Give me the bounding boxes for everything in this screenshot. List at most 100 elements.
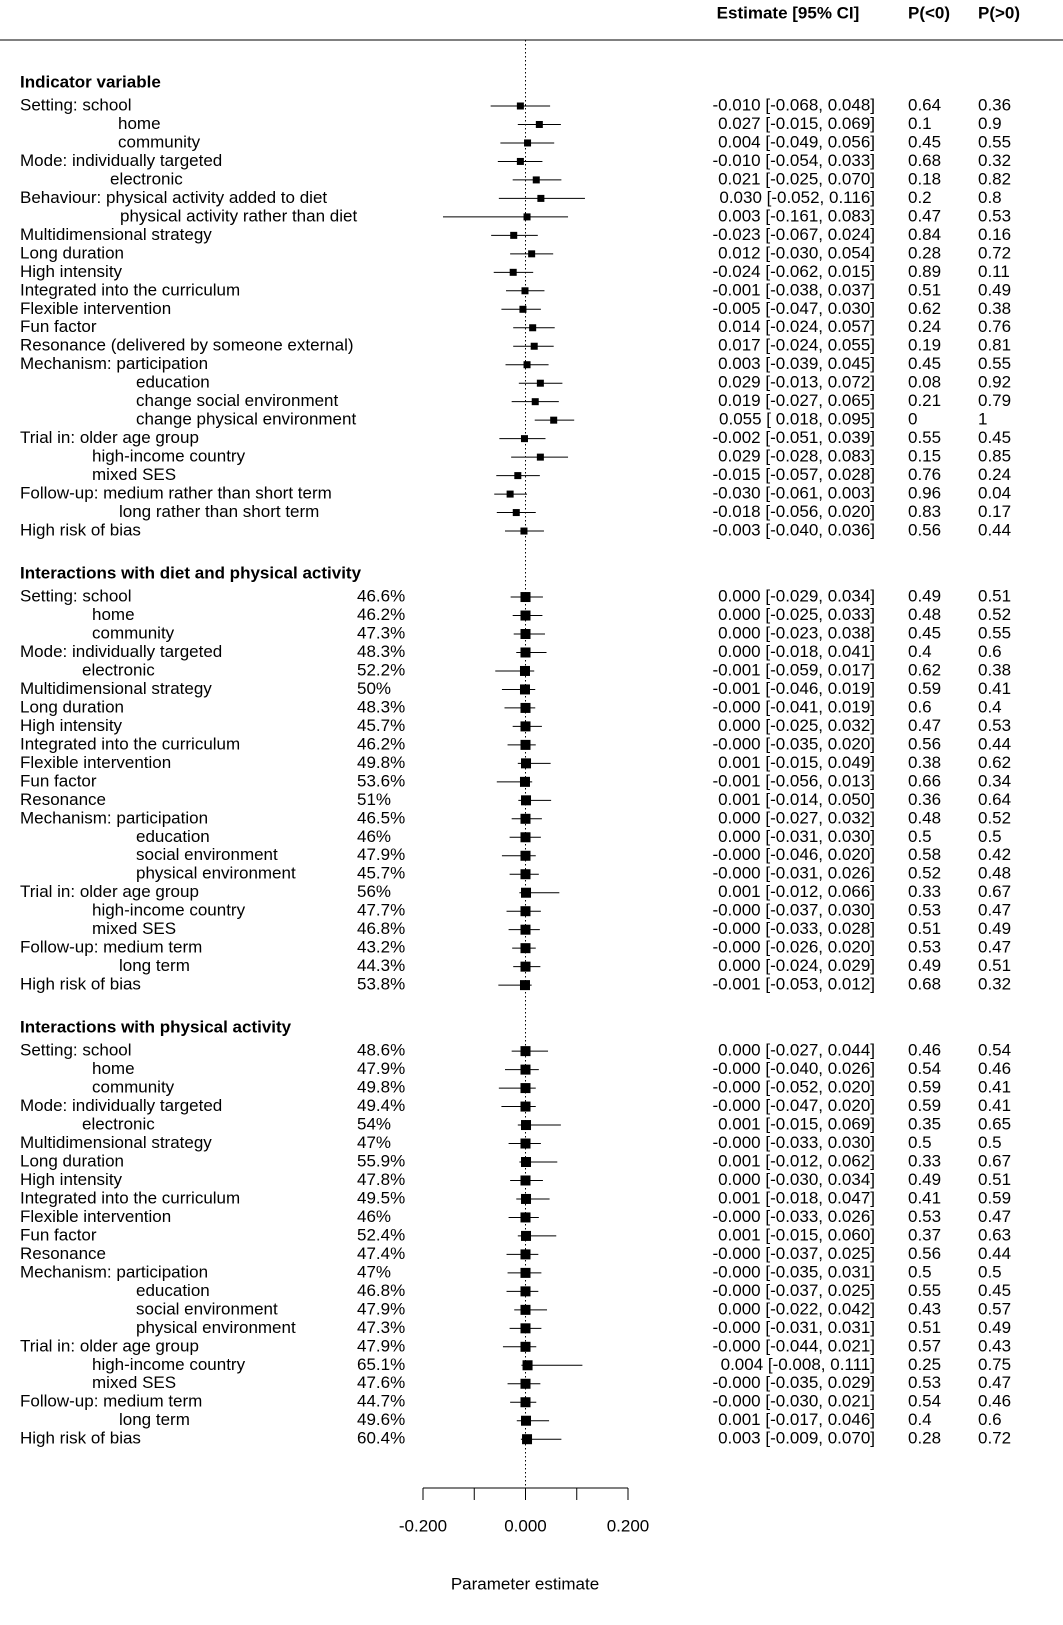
estimate-box [523, 361, 531, 369]
row-label: Trial in: older age group [20, 882, 199, 901]
p-above: 0.52 [978, 808, 1011, 827]
ci-text: 0.000 [-0.031, 0.030] [718, 827, 875, 846]
ci-text: -0.000 [-0.037, 0.025] [712, 1281, 875, 1300]
p-above: 0.41 [978, 1078, 1011, 1097]
estimate-box [520, 527, 528, 535]
row-label: Flexible intervention [20, 299, 171, 318]
ci-text: 0.000 [-0.024, 0.029] [718, 956, 875, 975]
estimate-box [520, 850, 531, 861]
section-title: Indicator variable [20, 72, 161, 91]
row-label: High intensity [20, 716, 123, 735]
p-below: 0.36 [908, 790, 941, 809]
estimate-box [537, 194, 545, 202]
share-label: 51% [357, 790, 391, 809]
share-label: 45.7% [357, 864, 405, 883]
estimate-box [520, 1046, 531, 1057]
estimate-box [521, 887, 532, 898]
p-below: 0.43 [908, 1299, 941, 1318]
row-label: electronic [82, 1115, 155, 1134]
ci-text: -0.018 [-0.056, 0.020] [712, 502, 875, 521]
p-below: 0.56 [908, 521, 941, 540]
ci-text: -0.000 [-0.035, 0.031] [712, 1262, 875, 1281]
row-label: social environment [136, 845, 278, 864]
share-label: 47% [357, 1262, 391, 1281]
p-above: 0.46 [978, 1059, 1011, 1078]
p-below: 0.45 [908, 132, 941, 151]
ci-text: -0.000 [-0.041, 0.019] [712, 697, 875, 716]
row-label: Multidimensional strategy [20, 225, 212, 244]
share-label: 47% [357, 1133, 391, 1152]
p-above: 0.42 [978, 845, 1011, 864]
share-label: 47.3% [357, 623, 405, 642]
p-above: 0.72 [978, 243, 1011, 262]
ci-text: 0.019 [-0.027, 0.065] [718, 391, 875, 410]
ci-text: -0.001 [-0.053, 0.012] [712, 975, 875, 994]
p-below: 0.54 [908, 1059, 941, 1078]
ci-text: -0.000 [-0.047, 0.020] [712, 1096, 875, 1115]
p-below: 0.5 [908, 1133, 932, 1152]
x-tick-label: 0.200 [607, 1516, 650, 1535]
share-label: 47.8% [357, 1170, 405, 1189]
ci-text: 0.000 [-0.027, 0.044] [718, 1041, 875, 1060]
ci-text: -0.005 [-0.047, 0.030] [712, 299, 875, 318]
row-label: Follow-up: medium term [20, 1392, 202, 1411]
ci-text: -0.015 [-0.057, 0.028] [712, 465, 875, 484]
estimate-box [516, 157, 524, 165]
p-above: 0.85 [978, 447, 1011, 466]
p-below: 0.1 [908, 114, 932, 133]
ci-text: 0.027 [-0.015, 0.069] [718, 114, 875, 133]
p-below: 0.53 [908, 1207, 941, 1226]
p-below: 0.56 [908, 734, 941, 753]
share-label: 44.3% [357, 956, 405, 975]
row-label: Flexible intervention [20, 1207, 171, 1226]
p-above: 0.76 [978, 317, 1011, 336]
ci-text: 0.001 [-0.015, 0.069] [718, 1115, 875, 1134]
p-above: 0.44 [978, 521, 1011, 540]
p-above: 0.53 [978, 716, 1011, 735]
estimate-box [531, 398, 539, 406]
p-below: 0.25 [908, 1355, 941, 1374]
ci-text: 0.000 [-0.025, 0.033] [718, 605, 875, 624]
estimate-box [521, 1415, 532, 1426]
p-above: 0.62 [978, 753, 1011, 772]
estimate-box [509, 268, 517, 276]
p-above: 0.44 [978, 1244, 1011, 1263]
share-label: 48.3% [357, 642, 405, 661]
p-below: 0.54 [908, 1392, 941, 1411]
share-label: 47.7% [357, 901, 405, 920]
ci-text: -0.024 [-0.062, 0.015] [712, 262, 875, 281]
row-label: home [92, 605, 135, 624]
share-label: 52.2% [357, 660, 405, 679]
row-label: Mode: individually targeted [20, 151, 222, 170]
ci-text: 0.001 [-0.018, 0.047] [718, 1188, 875, 1207]
ci-text: 0.001 [-0.014, 0.050] [718, 790, 875, 809]
p-below: 0.57 [908, 1336, 941, 1355]
estimate-box [520, 813, 531, 824]
p-above: 0.63 [978, 1225, 1011, 1244]
estimate-box [520, 924, 531, 935]
row-label: Behaviour: physical activity added to di… [20, 188, 327, 207]
p-below: 0.56 [908, 1244, 941, 1263]
row-label: Mode: individually targeted [20, 642, 222, 661]
p-below: 0.4 [908, 642, 932, 661]
row-label: education [136, 373, 210, 392]
ci-text: 0.000 [-0.023, 0.038] [718, 623, 875, 642]
p-above: 0.79 [978, 391, 1011, 410]
p-below: 0.35 [908, 1115, 941, 1134]
ci-text: -0.001 [-0.046, 0.019] [712, 679, 875, 698]
ci-text: 0.012 [-0.030, 0.054] [718, 243, 875, 262]
row-label: Resonance [20, 790, 106, 809]
ci-text: -0.001 [-0.038, 0.037] [712, 280, 875, 299]
ci-text: -0.000 [-0.040, 0.026] [712, 1059, 875, 1078]
p-below: 0.15 [908, 447, 941, 466]
p-above: 0.11 [978, 262, 1010, 281]
p-above: 0.47 [978, 938, 1011, 957]
share-label: 45.7% [357, 716, 405, 735]
share-label: 46.8% [357, 1281, 405, 1300]
share-label: 54% [357, 1115, 391, 1134]
share-label: 46.6% [357, 587, 405, 606]
estimate-box [520, 610, 531, 621]
p-below: 0.89 [908, 262, 941, 281]
ci-text: -0.000 [-0.030, 0.021] [712, 1392, 875, 1411]
